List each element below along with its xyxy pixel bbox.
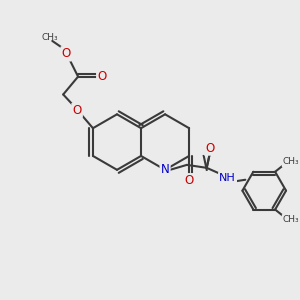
Text: NH: NH <box>219 173 236 183</box>
Text: O: O <box>61 47 71 60</box>
Text: O: O <box>73 104 82 117</box>
Text: O: O <box>205 142 214 154</box>
Text: CH₃: CH₃ <box>41 34 58 43</box>
Text: N: N <box>161 163 170 176</box>
Text: O: O <box>97 70 106 83</box>
Text: CH₃: CH₃ <box>283 157 299 166</box>
Text: O: O <box>184 174 194 187</box>
Text: CH₃: CH₃ <box>283 215 299 224</box>
